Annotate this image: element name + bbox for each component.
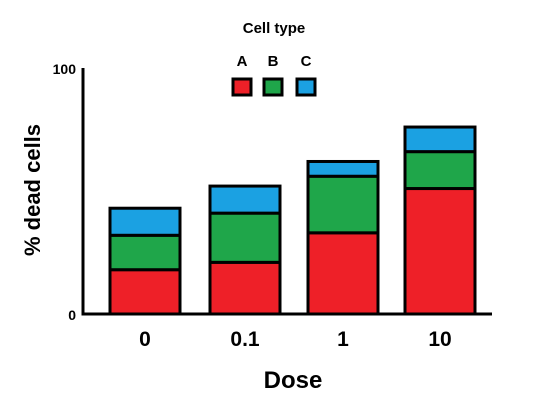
x-tick-labels: 0 0.1 1 10 [139, 328, 452, 351]
bar-segment-a-1 [108, 268, 182, 316]
x-tick-label: 1 [337, 328, 349, 351]
bar-segment-b-1 [108, 233, 182, 272]
bar-segment-a-2 [208, 260, 282, 316]
bar-segment-a-4 [403, 187, 477, 316]
bar-segment-a-3 [306, 231, 380, 316]
legend-swatch-c [295, 77, 317, 97]
legend-swatch-a [231, 77, 253, 97]
x-tick-label: 10 [428, 328, 451, 351]
bar-segment-c-2 [208, 184, 282, 215]
bar-segment-c-1 [108, 206, 182, 237]
bar-segment-c-4 [403, 125, 477, 154]
legend: A B C [231, 53, 317, 97]
y-tick-label: 100 [53, 61, 77, 77]
legend-label-a: A [237, 53, 248, 70]
y-axis-label: % dead cells [20, 124, 45, 256]
bar-segment-c-3 [306, 159, 380, 178]
bars [108, 125, 477, 316]
legend-label-b: B [268, 53, 279, 70]
legend-title: Cell type [243, 20, 306, 37]
bar-segment-b-3 [306, 174, 380, 235]
legend-swatch-b [262, 77, 284, 97]
bar-segment-b-4 [403, 150, 477, 191]
x-tick-label: 0 [139, 328, 151, 351]
y-tick-label: 0 [68, 307, 76, 323]
x-axis-label: Dose [264, 367, 323, 394]
y-tick-labels: 0 100 [53, 61, 77, 323]
bar-segment-b-2 [208, 211, 282, 264]
legend-label-c: C [301, 53, 312, 70]
x-tick-label: 0.1 [230, 328, 260, 351]
